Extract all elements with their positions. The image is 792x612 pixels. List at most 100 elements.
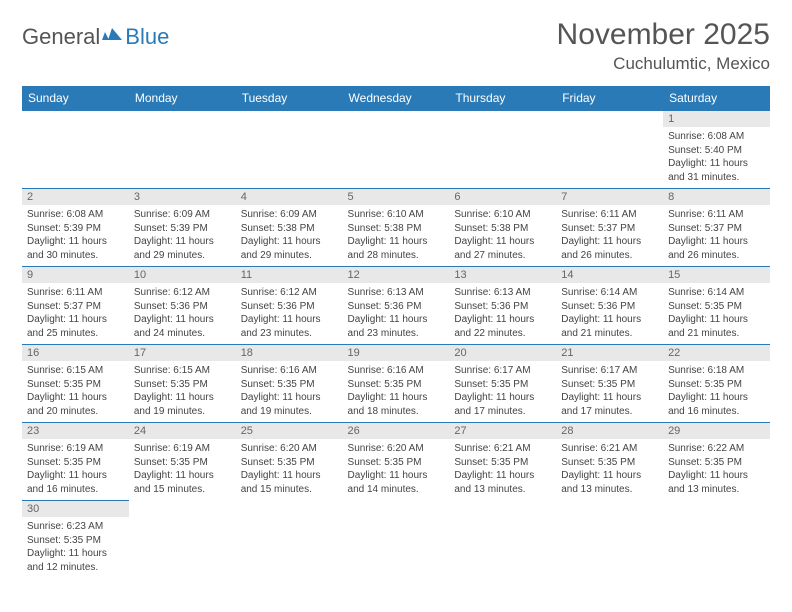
calendar-cell: 14Sunrise: 6:14 AMSunset: 5:36 PMDayligh…: [556, 267, 663, 345]
daylight-text: Daylight: 11 hours and 29 minutes.: [134, 235, 231, 262]
sunrise-text: Sunrise: 6:10 AM: [454, 208, 551, 222]
sunrise-text: Sunrise: 6:15 AM: [27, 364, 124, 378]
sunrise-text: Sunrise: 6:14 AM: [668, 286, 765, 300]
daylight-text: Daylight: 11 hours and 17 minutes.: [454, 391, 551, 418]
sunset-text: Sunset: 5:35 PM: [134, 378, 231, 392]
day-body: Sunrise: 6:16 AMSunset: 5:35 PMDaylight:…: [236, 361, 343, 422]
page-title: November 2025: [557, 18, 770, 52]
day-number: 22: [663, 345, 770, 361]
sunrise-text: Sunrise: 6:13 AM: [454, 286, 551, 300]
day-number: 23: [22, 423, 129, 439]
daylight-text: Daylight: 11 hours and 16 minutes.: [27, 469, 124, 496]
sunset-text: Sunset: 5:35 PM: [668, 300, 765, 314]
day-body: Sunrise: 6:20 AMSunset: 5:35 PMDaylight:…: [236, 439, 343, 500]
sunset-text: Sunset: 5:35 PM: [454, 378, 551, 392]
calendar-cell: [129, 501, 236, 579]
location: Cuchulumtic, Mexico: [557, 54, 770, 74]
day-body: Sunrise: 6:12 AMSunset: 5:36 PMDaylight:…: [236, 283, 343, 344]
sunrise-text: Sunrise: 6:16 AM: [348, 364, 445, 378]
day-number: 11: [236, 267, 343, 283]
day-number: 26: [343, 423, 450, 439]
calendar-cell: [449, 111, 556, 189]
weekday-header: Friday: [556, 86, 663, 111]
calendar-cell: [236, 111, 343, 189]
day-body: Sunrise: 6:13 AMSunset: 5:36 PMDaylight:…: [343, 283, 450, 344]
day-number: 12: [343, 267, 450, 283]
calendar-cell: 11Sunrise: 6:12 AMSunset: 5:36 PMDayligh…: [236, 267, 343, 345]
sunrise-text: Sunrise: 6:21 AM: [454, 442, 551, 456]
weekday-header: Wednesday: [343, 86, 450, 111]
day-number: 30: [22, 501, 129, 517]
day-body: Sunrise: 6:21 AMSunset: 5:35 PMDaylight:…: [556, 439, 663, 500]
calendar-cell: 4Sunrise: 6:09 AMSunset: 5:38 PMDaylight…: [236, 189, 343, 267]
day-body: Sunrise: 6:12 AMSunset: 5:36 PMDaylight:…: [129, 283, 236, 344]
sunrise-text: Sunrise: 6:15 AM: [134, 364, 231, 378]
calendar-cell: 22Sunrise: 6:18 AMSunset: 5:35 PMDayligh…: [663, 345, 770, 423]
calendar-row: 30Sunrise: 6:23 AMSunset: 5:35 PMDayligh…: [22, 501, 770, 579]
calendar-row: 1Sunrise: 6:08 AMSunset: 5:40 PMDaylight…: [22, 111, 770, 189]
day-number: 6: [449, 189, 556, 205]
day-number: 25: [236, 423, 343, 439]
calendar-cell: 25Sunrise: 6:20 AMSunset: 5:35 PMDayligh…: [236, 423, 343, 501]
sunset-text: Sunset: 5:35 PM: [241, 378, 338, 392]
daylight-text: Daylight: 11 hours and 26 minutes.: [561, 235, 658, 262]
weekday-row: Sunday Monday Tuesday Wednesday Thursday…: [22, 86, 770, 111]
calendar-row: 2 Sunrise: 6:08 AMSunset: 5:39 PM Daylight…: [22, 189, 770, 267]
logo-text-1: General: [22, 24, 100, 50]
weekday-header: Saturday: [663, 86, 770, 111]
calendar-cell: 28Sunrise: 6:21 AMSunset: 5:35 PMDayligh…: [556, 423, 663, 501]
calendar-row: 23Sunrise: 6:19 AMSunset: 5:35 PMDayligh…: [22, 423, 770, 501]
day-body: Sunrise: 6:23 AMSunset: 5:35 PMDaylight:…: [22, 517, 129, 578]
header: General Blue November 2025 Cuchulumtic, …: [22, 18, 770, 74]
sunrise-text: Sunrise: 6:20 AM: [241, 442, 338, 456]
sunrise-text: Sunrise: 6:20 AM: [348, 442, 445, 456]
sunrise-text: Sunrise: 6:11 AM: [668, 208, 765, 222]
sunset-text: Sunset: 5:38 PM: [241, 222, 338, 236]
sunset-text: Sunset: 5:35 PM: [134, 456, 231, 470]
weekday-header: Tuesday: [236, 86, 343, 111]
sunrise-text: Sunrise: 6:11 AM: [27, 286, 124, 300]
sunset-text: Sunset: 5:38 PM: [348, 222, 445, 236]
sunset-text: Sunset: 5:36 PM: [241, 300, 338, 314]
day-number: 17: [129, 345, 236, 361]
calendar-cell: 10Sunrise: 6:12 AMSunset: 5:36 PMDayligh…: [129, 267, 236, 345]
day-number: 4: [236, 189, 343, 205]
day-number: 2: [22, 189, 129, 205]
sunrise-text: Sunrise: 6:19 AM: [27, 442, 124, 456]
day-body: Sunrise: 6:14 AMSunset: 5:35 PMDaylight:…: [663, 283, 770, 344]
sunset-text: Sunset: 5:35 PM: [27, 378, 124, 392]
day-body: Sunrise: 6:17 AMSunset: 5:35 PMDaylight:…: [449, 361, 556, 422]
day-number: 5: [343, 189, 450, 205]
daylight-text: Daylight: 11 hours and 15 minutes.: [241, 469, 338, 496]
sunset-text: Sunset: 5:39 PM: [27, 222, 124, 236]
day-number: 9: [22, 267, 129, 283]
daylight-text: Daylight: 11 hours and 19 minutes.: [241, 391, 338, 418]
calendar-cell: 3Sunrise: 6:09 AMSunset: 5:39 PMDaylight…: [129, 189, 236, 267]
sunrise-text: Sunrise: 6:17 AM: [561, 364, 658, 378]
calendar-cell: 13Sunrise: 6:13 AMSunset: 5:36 PMDayligh…: [449, 267, 556, 345]
daylight-text: Daylight: 11 hours and 15 minutes.: [134, 469, 231, 496]
sunset-text: Sunset: 5:35 PM: [348, 378, 445, 392]
daylight-text: Daylight: 11 hours and 17 minutes.: [561, 391, 658, 418]
calendar-cell: 27Sunrise: 6:21 AMSunset: 5:35 PMDayligh…: [449, 423, 556, 501]
day-number: 24: [129, 423, 236, 439]
day-number: 29: [663, 423, 770, 439]
day-body: Sunrise: 6:10 AMSunset: 5:38 PMDaylight:…: [343, 205, 450, 266]
calendar-cell: 2Sunrise: 6:08 AMSunset: 5:39 PMDaylight…: [22, 189, 129, 267]
day-body: Sunrise: 6:08 AMSunset: 5:40 PMDaylight:…: [663, 127, 770, 188]
sunrise-text: Sunrise: 6:09 AM: [241, 208, 338, 222]
day-number: 16: [22, 345, 129, 361]
day-body: Sunrise: 6:16 AMSunset: 5:35 PMDaylight:…: [343, 361, 450, 422]
calendar-cell: [343, 111, 450, 189]
sunrise-text: Sunrise: 6:08 AM: [27, 208, 124, 222]
day-number: 7: [556, 189, 663, 205]
sunset-text: Sunset: 5:36 PM: [134, 300, 231, 314]
sunrise-text: Sunrise: 6:09 AM: [134, 208, 231, 222]
sunrise-text: Sunrise: 6:22 AM: [668, 442, 765, 456]
calendar-cell: [343, 501, 450, 579]
day-body: Sunrise: 6:18 AMSunset: 5:35 PMDaylight:…: [663, 361, 770, 422]
daylight-text: Daylight: 11 hours and 21 minutes.: [561, 313, 658, 340]
sunrise-text: Sunrise: 6:16 AM: [241, 364, 338, 378]
sunrise-text: Sunrise: 6:12 AM: [134, 286, 231, 300]
day-body: Sunrise: 6:15 AMSunset: 5:35 PMDaylight:…: [129, 361, 236, 422]
